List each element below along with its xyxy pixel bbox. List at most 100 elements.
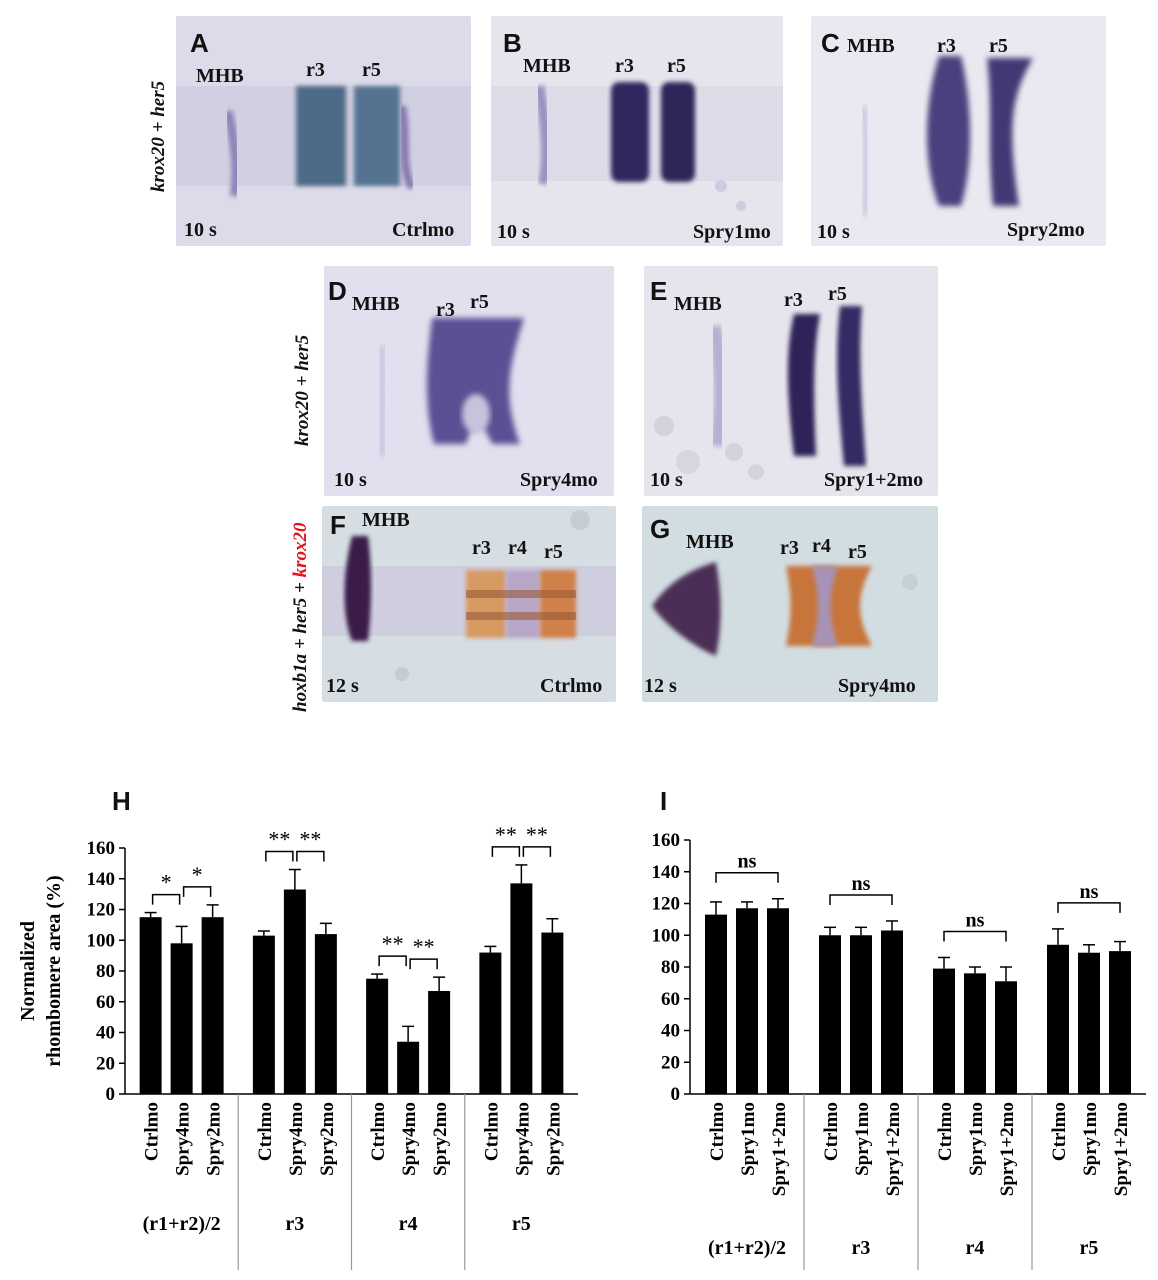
panel-g-stage: 12 s [644,675,677,697]
significance-bracket [522,846,552,857]
bar-label: Spry1+2mo [1111,1102,1132,1196]
panel-b-condition: Spry1mo [693,221,771,243]
panel-a-mhb-label: MHB [196,65,244,87]
significance-label: ** [268,827,290,852]
group-label: r4 [399,1213,418,1235]
significance-label: ns [852,873,871,895]
panel-e-condition: Spry1+2mo [824,469,924,491]
panel-c-image [811,16,1106,246]
bar [170,943,193,1094]
significance-label: ** [526,822,548,847]
panel-b-mhb-label: MHB [523,55,571,77]
y-tick-label: 140 [652,862,681,883]
significance-bracket [943,930,1007,942]
bar-label: Spry2mo [204,1102,225,1176]
panel-c-r3-label: r3 [937,35,956,57]
bar-label: Spry1mo [1080,1102,1101,1176]
bar [767,908,789,1094]
y-tick-label: 100 [652,925,681,946]
bar-label: Spry4mo [173,1102,194,1176]
significance-label: ** [495,822,517,847]
bar-label: Spry1mo [852,1102,873,1176]
panel-g-letter: G [650,514,671,544]
panel-g-condition: Spry4mo [838,675,916,697]
panel-e: E MHB r3 r5 10 s Spry1+2mo [644,266,938,496]
bar-label: Spry4mo [286,1102,307,1176]
panel-b-r5-label: r5 [667,55,686,77]
bar [510,883,533,1094]
panel-f-mhb-label: MHB [362,509,410,531]
panel-g-r3-label: r3 [780,537,799,559]
panel-d-mhb-label: MHB [352,293,400,315]
significance-label: ns [966,909,985,931]
panel-f-r5-label: r5 [544,541,563,563]
significance-label: ** [382,931,404,956]
panel-a-image [176,16,471,246]
y-axis-label-line1: Normalized [17,921,39,1021]
panel-c-letter: C [821,28,840,58]
bar-label: Ctrlmo [481,1102,502,1161]
bar [366,978,389,1094]
row3-label-krox20: krox20 [290,522,311,578]
chart-i-letter: I [660,786,668,816]
significance-bracket [182,886,212,897]
bar-label: Spry1mo [738,1102,759,1176]
y-tick-label: 100 [87,930,116,951]
significance-bracket [491,846,521,857]
panel-f-r4-label: r4 [508,537,527,559]
y-tick-label: 80 [96,961,115,982]
panel-b-r3-label: r3 [615,55,634,77]
bar-label: Spry1+2mo [883,1102,904,1196]
bar-label: Ctrlmo [821,1102,842,1161]
y-tick-label: 160 [652,830,681,851]
group-label: r5 [512,1213,531,1235]
bar [479,952,502,1094]
significance-label: ** [413,934,435,959]
panel-a-condition: Ctrlmo [392,219,455,241]
group-label: r5 [1080,1237,1099,1259]
y-tick-label: 20 [96,1053,115,1074]
bar-label: Ctrlmo [368,1102,389,1161]
panel-d-r5-label: r5 [470,291,489,313]
y-tick-label: 60 [661,989,680,1010]
panel-g-r4-label: r4 [812,535,831,557]
bar [819,935,841,1094]
panel-a-letter: A [190,28,209,58]
panel-a-stage: 10 s [184,219,217,241]
significance-bracket [1057,902,1121,913]
row3-label-genes: hoxb1a + her5 + [290,577,311,712]
group-label: r3 [285,1213,304,1235]
y-tick-label: 60 [96,992,115,1013]
bar-label: Spry4mo [399,1102,420,1176]
panel-b-image [491,16,783,246]
group-label: r3 [852,1237,871,1259]
bar-label: Spry2mo [543,1102,564,1176]
significance-bracket [829,894,893,905]
panel-c-r5-label: r5 [989,35,1008,57]
bar [397,1041,420,1094]
group-label: r4 [966,1237,985,1259]
panel-a: A MHB r3 r5 10 s Ctrlmo [176,16,471,246]
bar [252,935,275,1094]
panel-f-letter: F [330,510,346,540]
significance-label: ns [1080,881,1099,903]
y-axis-label-line2: rhombomere area (%) [43,875,65,1066]
panel-f-r3-label: r3 [472,537,491,559]
bar [283,889,306,1094]
group-label: (r1+r2)/2 [143,1213,221,1235]
y-tick-label: 120 [652,894,681,915]
panel-b-stage: 10 s [497,221,530,243]
group-label: (r1+r2)/2 [708,1237,786,1259]
panel-g: G MHB r3 r4 r5 12 s Spry4mo [642,506,938,702]
bar [850,935,872,1094]
panel-f-image [322,506,616,702]
panel-b-letter: B [503,28,522,58]
row1-label: krox20 + her5 [148,80,169,192]
chart-h-letter: H [112,786,131,816]
panel-d-letter: D [328,276,347,306]
y-tick-label: 0 [671,1084,681,1105]
bar [995,981,1017,1094]
bar [1047,944,1069,1094]
bar [428,990,451,1094]
y-tick-label: 160 [87,838,116,859]
